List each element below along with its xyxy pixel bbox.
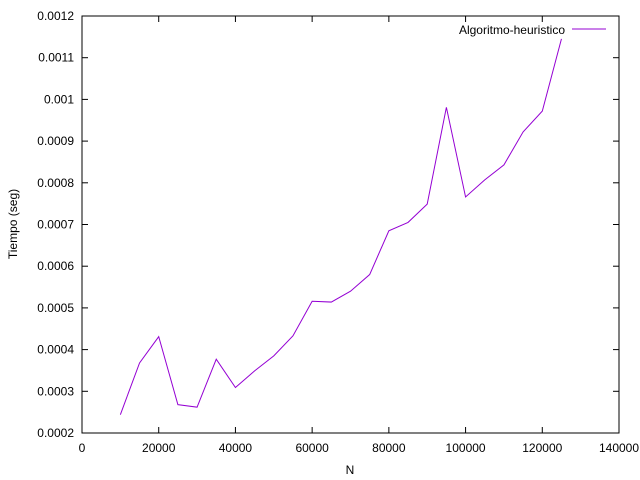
x-tick-label: 80000 [372,441,406,455]
x-tick-label: 40000 [219,441,253,455]
x-tick-label: 60000 [295,441,329,455]
series-layer [119,38,562,415]
x-tick-label: 0 [79,441,86,455]
plot-frame [81,15,620,434]
y-tick-label: 0.0012 [37,9,74,23]
legend: Algoritmo-heuristico [459,23,606,37]
y-tick-label: 0.0009 [37,134,74,148]
legend-label: Algoritmo-heuristico [459,23,565,37]
y-tick-label: 0.0002 [37,426,74,440]
y-tick-label: 0.0008 [37,176,74,190]
y-axis-ticks: 0.0002 0.0003 0.0004 0.0005 0.0006 0.0007 0.00… [37,9,619,440]
x-axis-ticks: 0 20000 40000 60000 80000 100000 120000 140000 [79,16,639,455]
y-tick-label: 0.0006 [37,259,74,273]
y-tick-label: 0.0011 [38,51,74,65]
y-tick-label: 0.0005 [37,301,74,315]
series-line [119,38,562,415]
y-tick-label: 0.0004 [37,343,74,357]
y-axis-title: Tiempo (seg) [6,189,20,259]
x-axis-title: N [346,463,355,477]
y-tick-label: 0.001 [44,92,74,106]
y-tick-label: 0.0003 [37,384,74,398]
x-tick-label: 120000 [522,441,562,455]
x-tick-label: 100000 [446,441,486,455]
x-tick-label: 20000 [142,441,176,455]
x-tick-label: 140000 [599,441,639,455]
y-tick-label: 0.0007 [37,218,74,232]
